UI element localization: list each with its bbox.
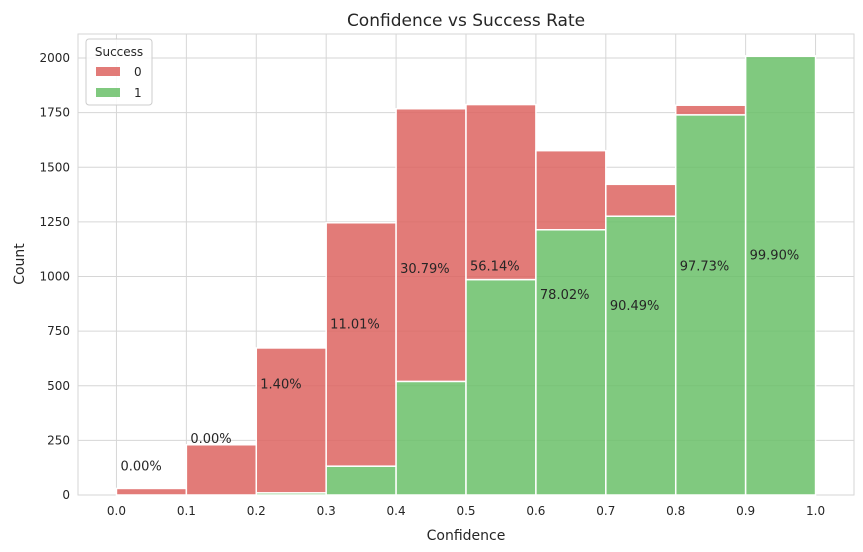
bar-series-0-bin-4 xyxy=(395,107,467,383)
x-tick-label: 1.0 xyxy=(806,504,825,518)
success-rate-label: 0.00% xyxy=(120,460,161,475)
x-tick-label: 0.9 xyxy=(736,504,755,518)
x-tick-label: 0.8 xyxy=(666,504,685,518)
y-tick-label: 250 xyxy=(47,433,70,447)
x-tick-label: 0.7 xyxy=(596,504,615,518)
legend-swatch-0 xyxy=(96,67,120,76)
x-tick-label: 0.6 xyxy=(526,504,545,518)
x-tick-label: 0.5 xyxy=(456,504,475,518)
bar-series-0-bin-5 xyxy=(465,103,537,281)
bar-series-1-bin-9 xyxy=(744,55,817,496)
bar-series-0-bin-0 xyxy=(115,487,188,496)
success-rate-label: 78.02% xyxy=(540,288,590,303)
legend-label-0: 0 xyxy=(134,65,142,79)
legend-swatch-1 xyxy=(96,88,120,97)
success-rate-label: 90.49% xyxy=(610,299,660,314)
success-rate-label: 99.90% xyxy=(750,249,800,264)
success-rate-label: 1.40% xyxy=(260,378,301,393)
y-tick-label: 2000 xyxy=(39,51,70,65)
legend: Success 0 1 xyxy=(85,38,153,106)
legend-label-1: 1 xyxy=(134,86,142,100)
bar-series-1-bin-3 xyxy=(325,465,397,496)
x-tick-labels: 0.0 0.1 0.2 0.3 0.4 0.5 0.6 0.7 0.8 0.9 1.0 xyxy=(107,504,825,518)
percent-labels: 0.00% 0.00% 1.40% 11.01% 30.79% 56.14% 78.02% 9… xyxy=(120,249,799,475)
bar-series-0-bin-8 xyxy=(674,104,747,116)
success-rate-label: 97.73% xyxy=(680,260,730,275)
y-tick-label: 1000 xyxy=(39,270,70,284)
bar-series-1-bin-6 xyxy=(535,229,607,496)
success-rate-label: 0.00% xyxy=(190,432,231,447)
bars xyxy=(115,55,817,496)
x-tick-label: 0.4 xyxy=(387,504,406,518)
x-tick-label: 0.2 xyxy=(247,504,266,518)
bar-series-0-bin-1 xyxy=(185,443,258,496)
success-rate-label: 11.01% xyxy=(330,317,380,332)
bar-series-1-bin-4 xyxy=(395,380,467,496)
chart-title: Confidence vs Success Rate xyxy=(347,11,585,31)
y-tick-label: 1500 xyxy=(39,160,70,174)
y-tick-label: 0 xyxy=(62,488,70,502)
y-tick-label: 1250 xyxy=(39,215,70,229)
bar-series-0-bin-7 xyxy=(605,183,677,217)
bar-series-0-bin-2 xyxy=(255,347,327,494)
bar-series-1-bin-5 xyxy=(465,278,537,496)
x-tick-label: 0.3 xyxy=(317,504,336,518)
success-rate-label: 56.14% xyxy=(470,260,520,275)
x-tick-label: 0.1 xyxy=(177,504,196,518)
bar-series-0-bin-3 xyxy=(325,222,397,467)
x-tick-label: 0.0 xyxy=(107,504,126,518)
success-rate-label: 30.79% xyxy=(400,262,450,277)
bar-series-1-bin-8 xyxy=(674,114,747,496)
y-tick-label: 500 xyxy=(47,379,70,393)
y-tick-labels: 0 250 500 750 1000 1250 1500 1750 2000 xyxy=(39,51,70,502)
bar-series-0-bin-6 xyxy=(535,149,607,231)
bar-series-1-bin-7 xyxy=(605,215,677,496)
x-axis-title: Confidence xyxy=(427,528,506,544)
y-tick-label: 1750 xyxy=(39,106,70,120)
y-tick-label: 750 xyxy=(47,324,70,338)
legend-title: Success xyxy=(95,45,143,59)
y-axis-title: Count xyxy=(12,243,28,285)
